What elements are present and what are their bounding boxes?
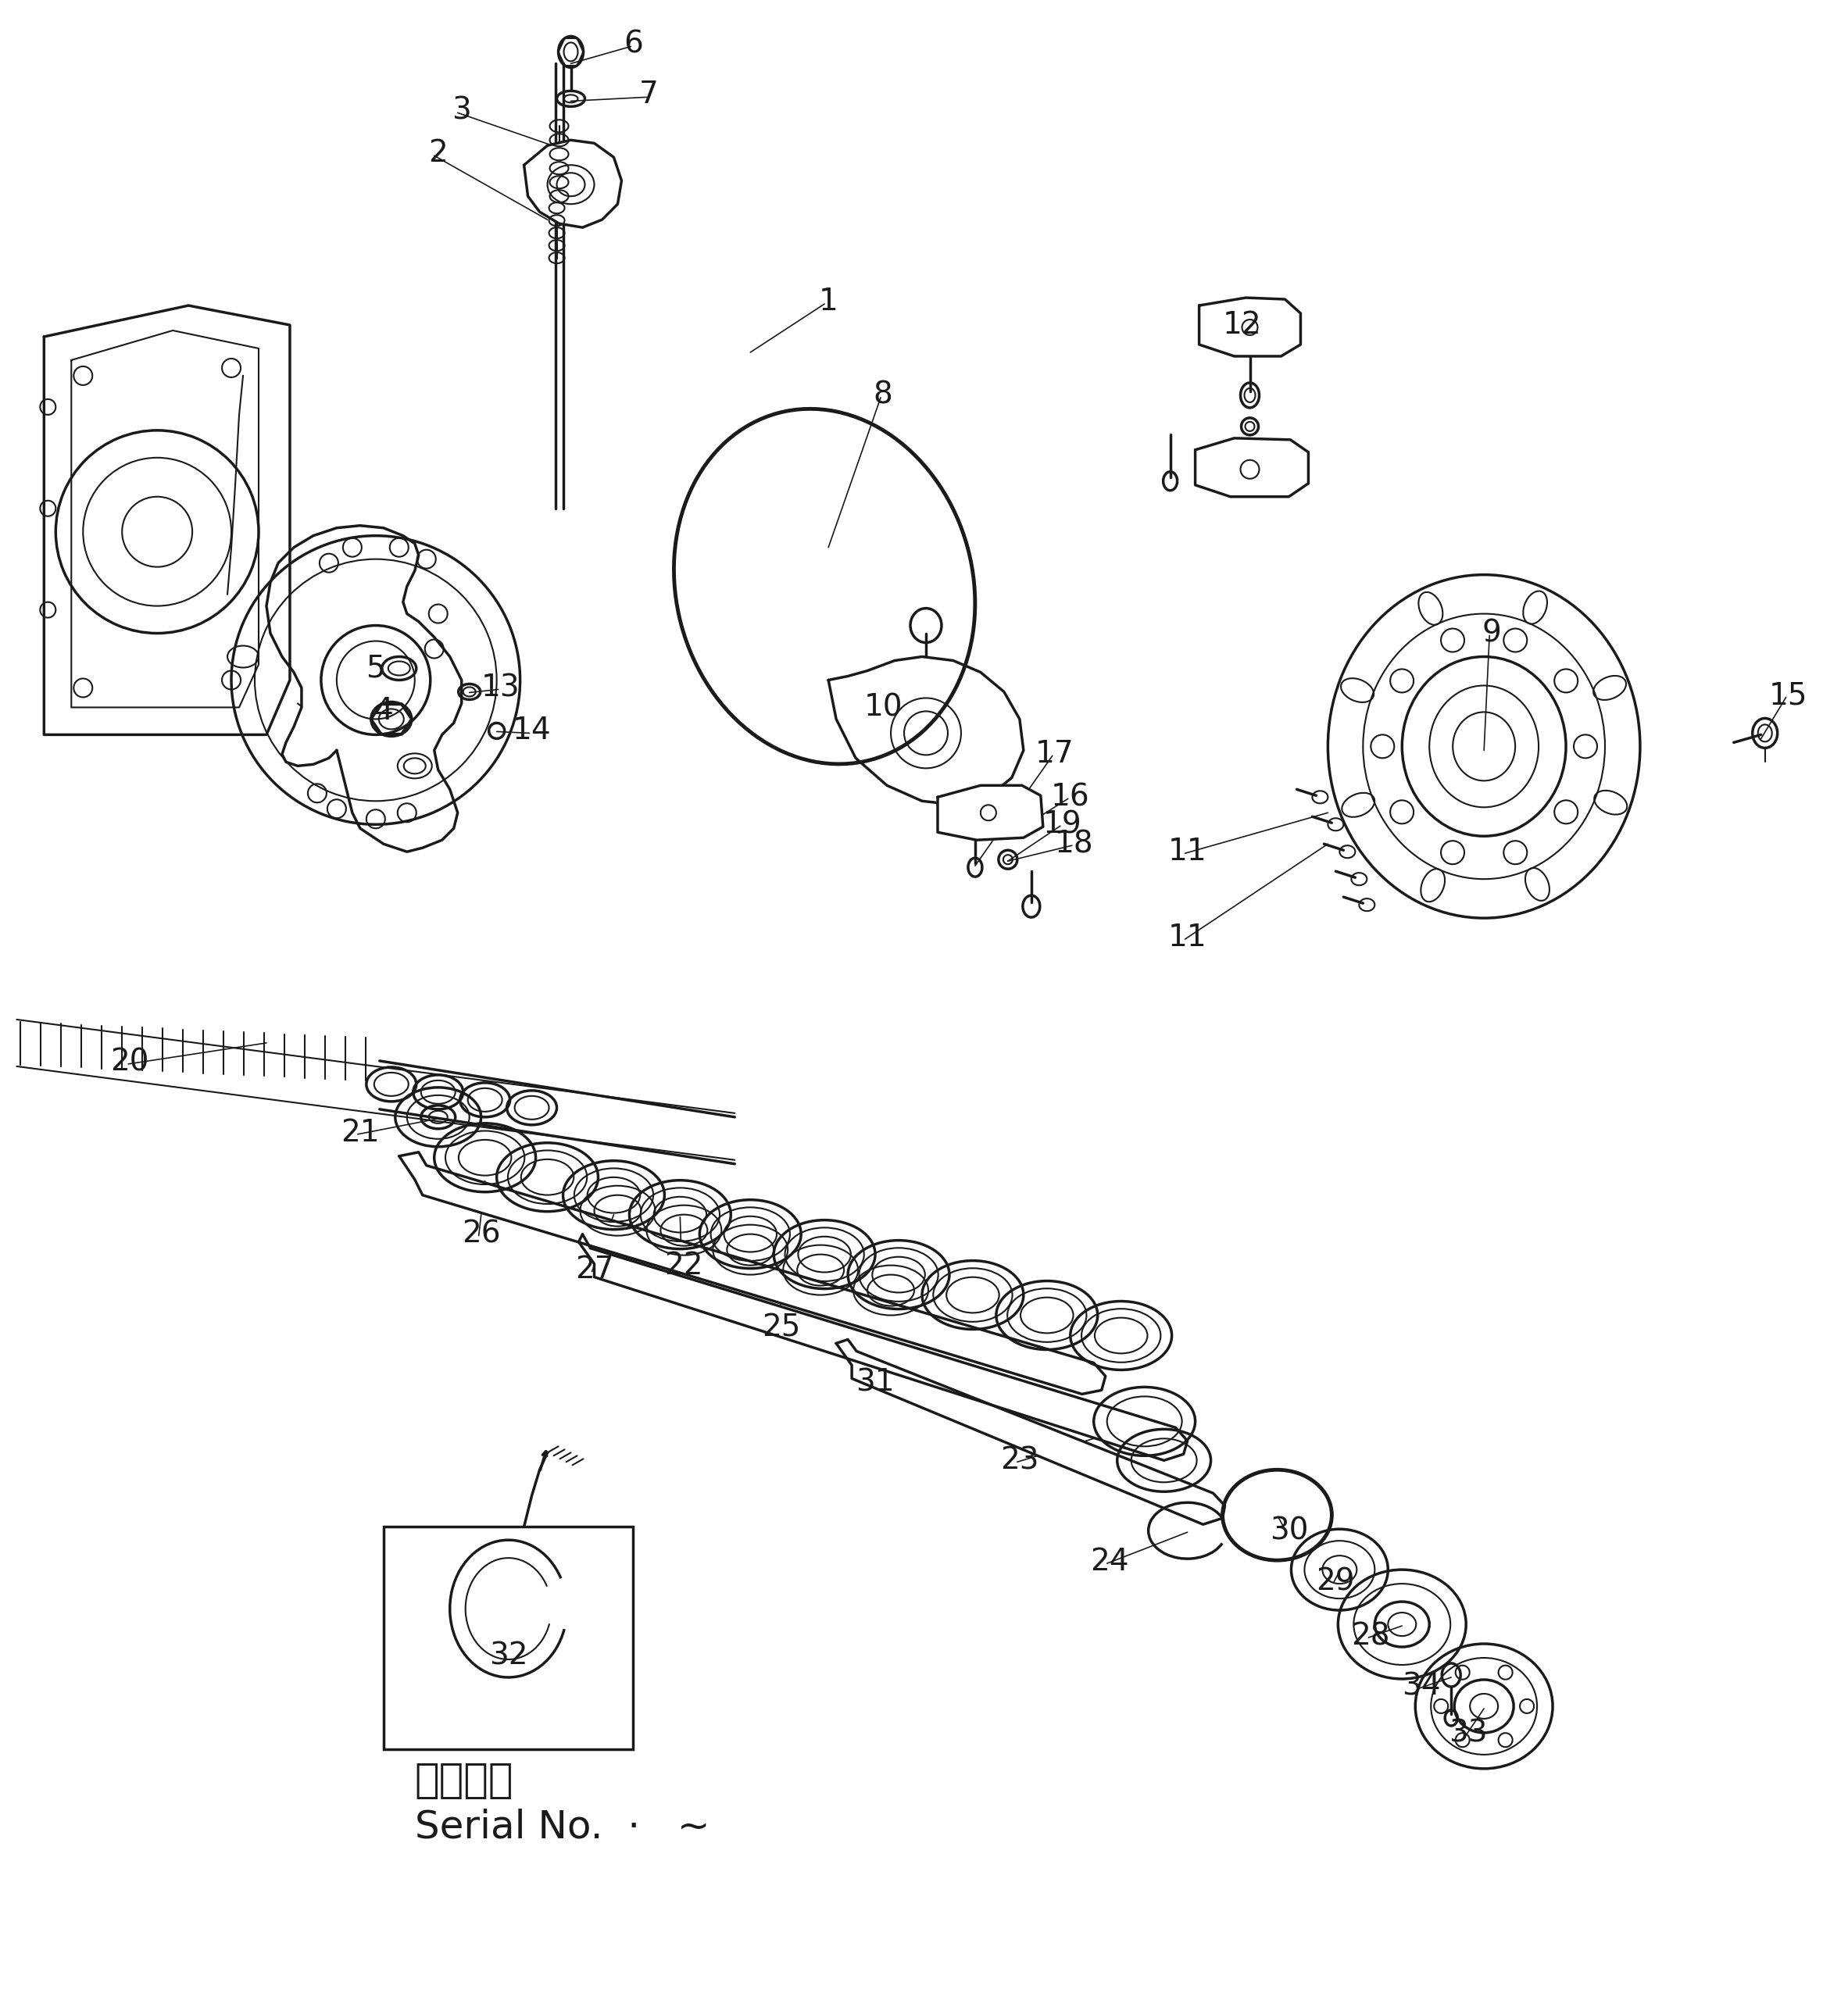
Text: 13: 13	[480, 674, 519, 704]
Text: 8: 8	[874, 381, 893, 411]
Text: 17: 17	[1035, 739, 1074, 769]
Text: 11: 11	[1168, 837, 1207, 867]
Text: 19: 19	[1042, 809, 1081, 839]
Polygon shape	[399, 1152, 1105, 1393]
Polygon shape	[937, 785, 1042, 839]
Polygon shape	[828, 656, 1024, 805]
Text: 14: 14	[512, 715, 551, 745]
Text: 9: 9	[1482, 618, 1502, 648]
Text: 4: 4	[373, 696, 394, 725]
Text: 30: 30	[1270, 1517, 1308, 1545]
Text: 21: 21	[340, 1118, 379, 1148]
Text: 11: 11	[1168, 923, 1207, 953]
Text: 20: 20	[111, 1048, 150, 1078]
Text: 25: 25	[761, 1313, 800, 1343]
Text: 18: 18	[1055, 829, 1094, 859]
Bar	[384, 1527, 634, 1750]
Text: 28: 28	[1351, 1620, 1390, 1650]
Text: 6: 6	[623, 30, 643, 60]
Polygon shape	[44, 305, 290, 735]
Polygon shape	[1196, 438, 1308, 496]
Text: 22: 22	[665, 1250, 704, 1280]
Text: 7: 7	[639, 80, 658, 110]
Text: 24: 24	[1090, 1547, 1129, 1576]
Polygon shape	[578, 1234, 1188, 1461]
Text: 23: 23	[1000, 1445, 1039, 1475]
Text: 12: 12	[1223, 311, 1262, 341]
Text: Serial No.  ·   ~: Serial No. · ~	[414, 1808, 710, 1846]
Text: 32: 32	[490, 1640, 529, 1670]
Text: 33: 33	[1449, 1718, 1488, 1748]
Text: 29: 29	[1316, 1566, 1355, 1596]
Text: 26: 26	[462, 1220, 501, 1250]
Text: 5: 5	[366, 654, 386, 684]
Text: 34: 34	[1403, 1672, 1441, 1702]
Polygon shape	[1199, 297, 1301, 357]
Text: 10: 10	[863, 692, 902, 721]
Polygon shape	[266, 526, 462, 851]
Text: 3: 3	[453, 96, 471, 126]
Text: 16: 16	[1052, 783, 1090, 811]
Text: 適用号機: 適用号機	[414, 1760, 514, 1800]
Text: 15: 15	[1769, 682, 1807, 712]
Text: 2: 2	[429, 138, 447, 167]
Text: 1: 1	[819, 287, 839, 317]
Text: 27: 27	[575, 1254, 614, 1283]
Polygon shape	[525, 140, 621, 227]
Text: 31: 31	[856, 1367, 894, 1397]
Polygon shape	[835, 1339, 1225, 1525]
